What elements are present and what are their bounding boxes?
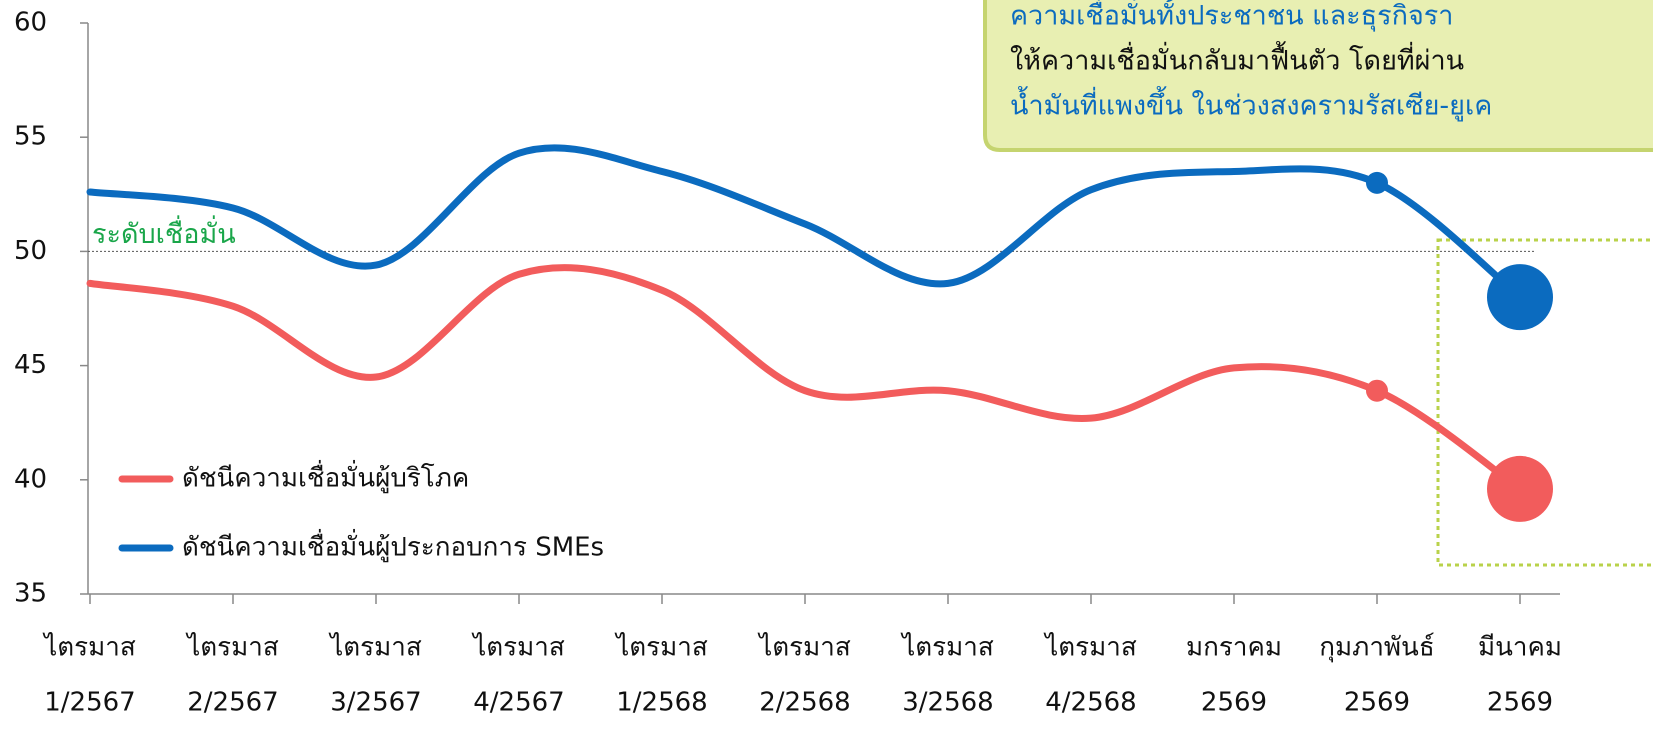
x-tick-label: มีนาคม — [1478, 633, 1562, 663]
legend-label: ดัชนีความเชื่อมั่นผู้บริโภค — [182, 460, 469, 494]
x-tick-label: 1/2567 — [44, 688, 135, 718]
x-tick-label: ไตรมาส — [328, 632, 422, 663]
y-tick-label: 35 — [14, 579, 47, 609]
x-tick-label: 2569 — [1487, 688, 1553, 718]
point — [1366, 171, 1388, 194]
x-tick-label: 2/2568 — [759, 688, 850, 718]
point — [1487, 455, 1553, 522]
y-tick-label: 45 — [14, 350, 47, 380]
series-line — [86, 264, 1524, 493]
x-tick-label: ไตรมาส — [614, 632, 708, 663]
x-tick-label: กุมภาพันธ์ — [1319, 633, 1434, 663]
x-tick-label: ไตรมาส — [471, 632, 565, 663]
highlight-box — [1436, 238, 1653, 567]
reference-label: ระดับเชื่อมั่น — [92, 215, 236, 250]
x-tick-label: 3/2568 — [902, 688, 993, 718]
y-tick-label: 40 — [14, 464, 47, 494]
x-tick-label: ไตรมาส — [757, 632, 851, 663]
x-tick-label: ไตรมาส — [42, 632, 136, 663]
x-tick-label: ไตรมาส — [185, 632, 279, 663]
callout-box — [983, 0, 1653, 152]
x-tick-label: มกราคม — [1186, 633, 1282, 663]
point — [1366, 379, 1388, 402]
x-tick-label: 4/2568 — [1045, 688, 1136, 718]
callout-text: น้ำมันที่แพงขึ้น ในช่วงสงครามรัสเซีย-ยูเ… — [1010, 86, 1492, 122]
x-tick-label: ไตรมาส — [1043, 632, 1137, 663]
series-line — [86, 144, 1524, 301]
y-tick-label: 55 — [14, 122, 47, 152]
x-tick-label: 4/2567 — [473, 688, 564, 718]
y-tick-label: 60 — [14, 8, 47, 38]
callout-text: ความเชื่อมั่นทั้งประชาชน และธุรกิจรา — [1010, 0, 1453, 33]
point — [1487, 264, 1553, 331]
x-tick-label: 3/2567 — [330, 688, 421, 718]
callout-text: ให้ความเชื่อมั่นกลับมาฟื้นตัว โดยที่ผ่าน — [1010, 41, 1464, 77]
x-tick-label: ไตรมาส — [900, 632, 994, 663]
x-tick-label: 2569 — [1201, 688, 1267, 718]
x-tick-label: 1/2568 — [616, 688, 707, 718]
x-tick-label: 2569 — [1344, 688, 1410, 718]
legend-label: ดัชนีความเชื่อมั่นผู้ประกอบการ SMEs — [182, 529, 604, 563]
x-tick-label: 2/2567 — [187, 688, 278, 718]
y-tick-label: 50 — [14, 236, 47, 266]
